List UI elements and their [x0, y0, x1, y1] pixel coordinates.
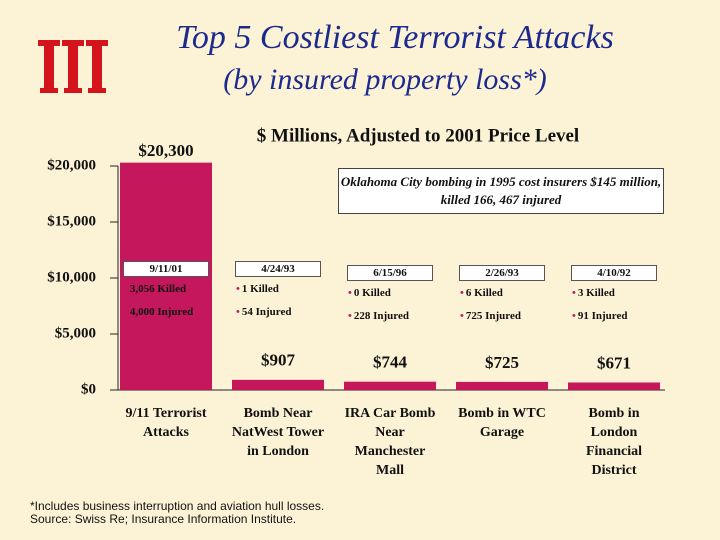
logo	[38, 40, 108, 93]
date-box: 6/15/96	[347, 265, 433, 281]
y-tick-label: $0	[81, 381, 96, 397]
injured: 725 Injured	[460, 310, 521, 322]
footnotes: *Includes business interruption and avia…	[30, 500, 324, 526]
y-tick-label: $20,000	[47, 157, 96, 173]
killed: 3,056 Killed	[124, 283, 186, 295]
date-box: 2/26/93	[459, 265, 545, 281]
bar	[344, 381, 436, 390]
footnote: Source: Swiss Re; Insurance Information …	[30, 512, 297, 526]
injured: 91 Injured	[572, 310, 628, 322]
value-label: $725	[485, 353, 519, 372]
date-box: 4/10/92	[571, 265, 657, 281]
y-tick-label: $15,000	[47, 213, 96, 229]
x-tick-label: 9/11 Terrorist Attacks	[125, 406, 207, 440]
injured: 54 Injured	[236, 306, 292, 318]
y-tick-label: $10,000	[47, 269, 96, 285]
injured: 228 Injured	[348, 310, 409, 322]
killed: 1 Killed	[236, 283, 279, 295]
y-tick-label: $5,000	[55, 325, 96, 341]
value-label: $20,300	[138, 141, 193, 160]
axis-title: $ Millions, Adjusted to 2001 Price Level	[257, 125, 579, 146]
killed: 0 Killed	[348, 287, 391, 299]
bar	[456, 381, 548, 390]
bar	[568, 382, 660, 390]
subtitle: (by insured property loss*)	[223, 63, 547, 96]
x-tick-label: Bomb in WTC Garage	[458, 406, 546, 440]
value-label: $907	[261, 351, 296, 370]
date-box: 9/11/01	[123, 261, 209, 277]
killed: 3 Killed	[572, 287, 615, 299]
x-tick-label: IRA Car Bomb Near Manchester Mall	[344, 406, 436, 478]
annotation: Oklahoma City bombing in 1995 cost insur…	[338, 168, 664, 214]
title: Top 5 Costliest Terrorist Attacks	[176, 19, 614, 56]
value-label: $671	[597, 353, 631, 372]
bar	[232, 379, 324, 390]
date-box: 4/24/93	[235, 261, 321, 277]
x-tick-label: Bomb in London Financial District	[585, 406, 642, 478]
footnote: *Includes business interruption and avia…	[30, 499, 325, 513]
value-label: $744	[373, 353, 408, 372]
x-tick-label: Bomb Near NatWest Tower in London	[231, 406, 325, 459]
killed: 6 Killed	[460, 287, 503, 299]
injured: 4,000 Injured	[124, 306, 193, 318]
